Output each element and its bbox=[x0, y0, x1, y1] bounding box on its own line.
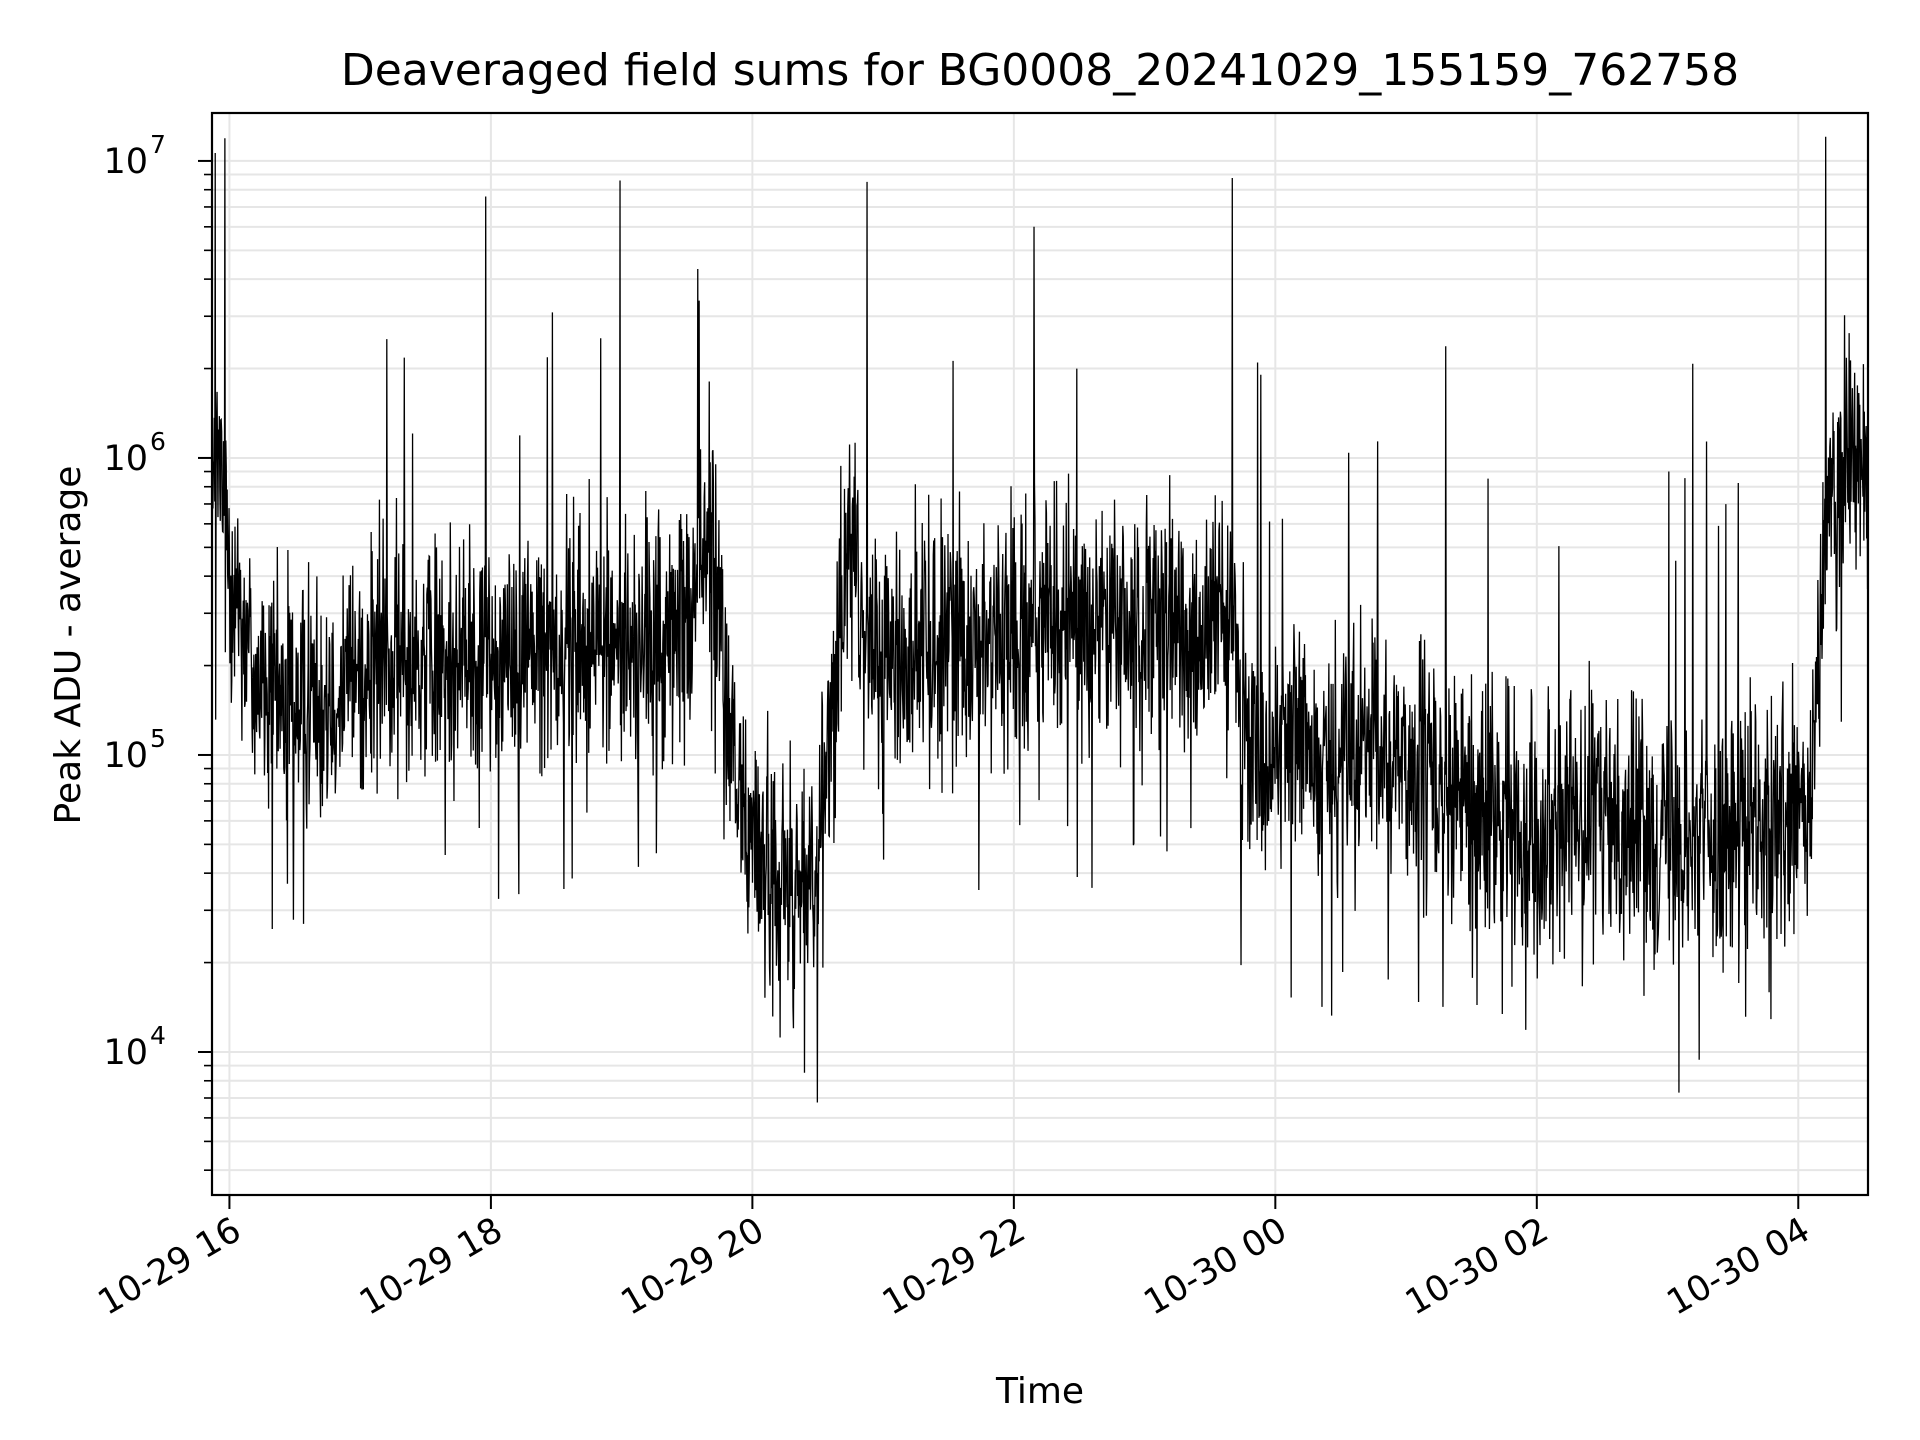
y-tick-exponent: 7 bbox=[150, 130, 166, 159]
y-tick-exponent: 6 bbox=[150, 427, 166, 456]
y-tick-label: 10 bbox=[103, 142, 148, 182]
data-layer bbox=[211, 136, 1869, 1103]
y-tick-label: 10 bbox=[103, 1033, 148, 1073]
series-line bbox=[211, 136, 1869, 1103]
y-tick-label: 10 bbox=[103, 439, 148, 479]
y-tick-exponent: 5 bbox=[150, 724, 166, 753]
chart-title: Deaveraged field sums for BG0008_2024102… bbox=[341, 45, 1739, 96]
y-axis-label: Peak ADU - average bbox=[48, 466, 89, 825]
plot-frame bbox=[210, 111, 1870, 1197]
grid-layer bbox=[212, 113, 1868, 1195]
y-tick-label: 10 bbox=[103, 736, 148, 776]
x-axis-label: Time bbox=[995, 1371, 1084, 1412]
y-tick-exponent: 4 bbox=[150, 1021, 166, 1050]
